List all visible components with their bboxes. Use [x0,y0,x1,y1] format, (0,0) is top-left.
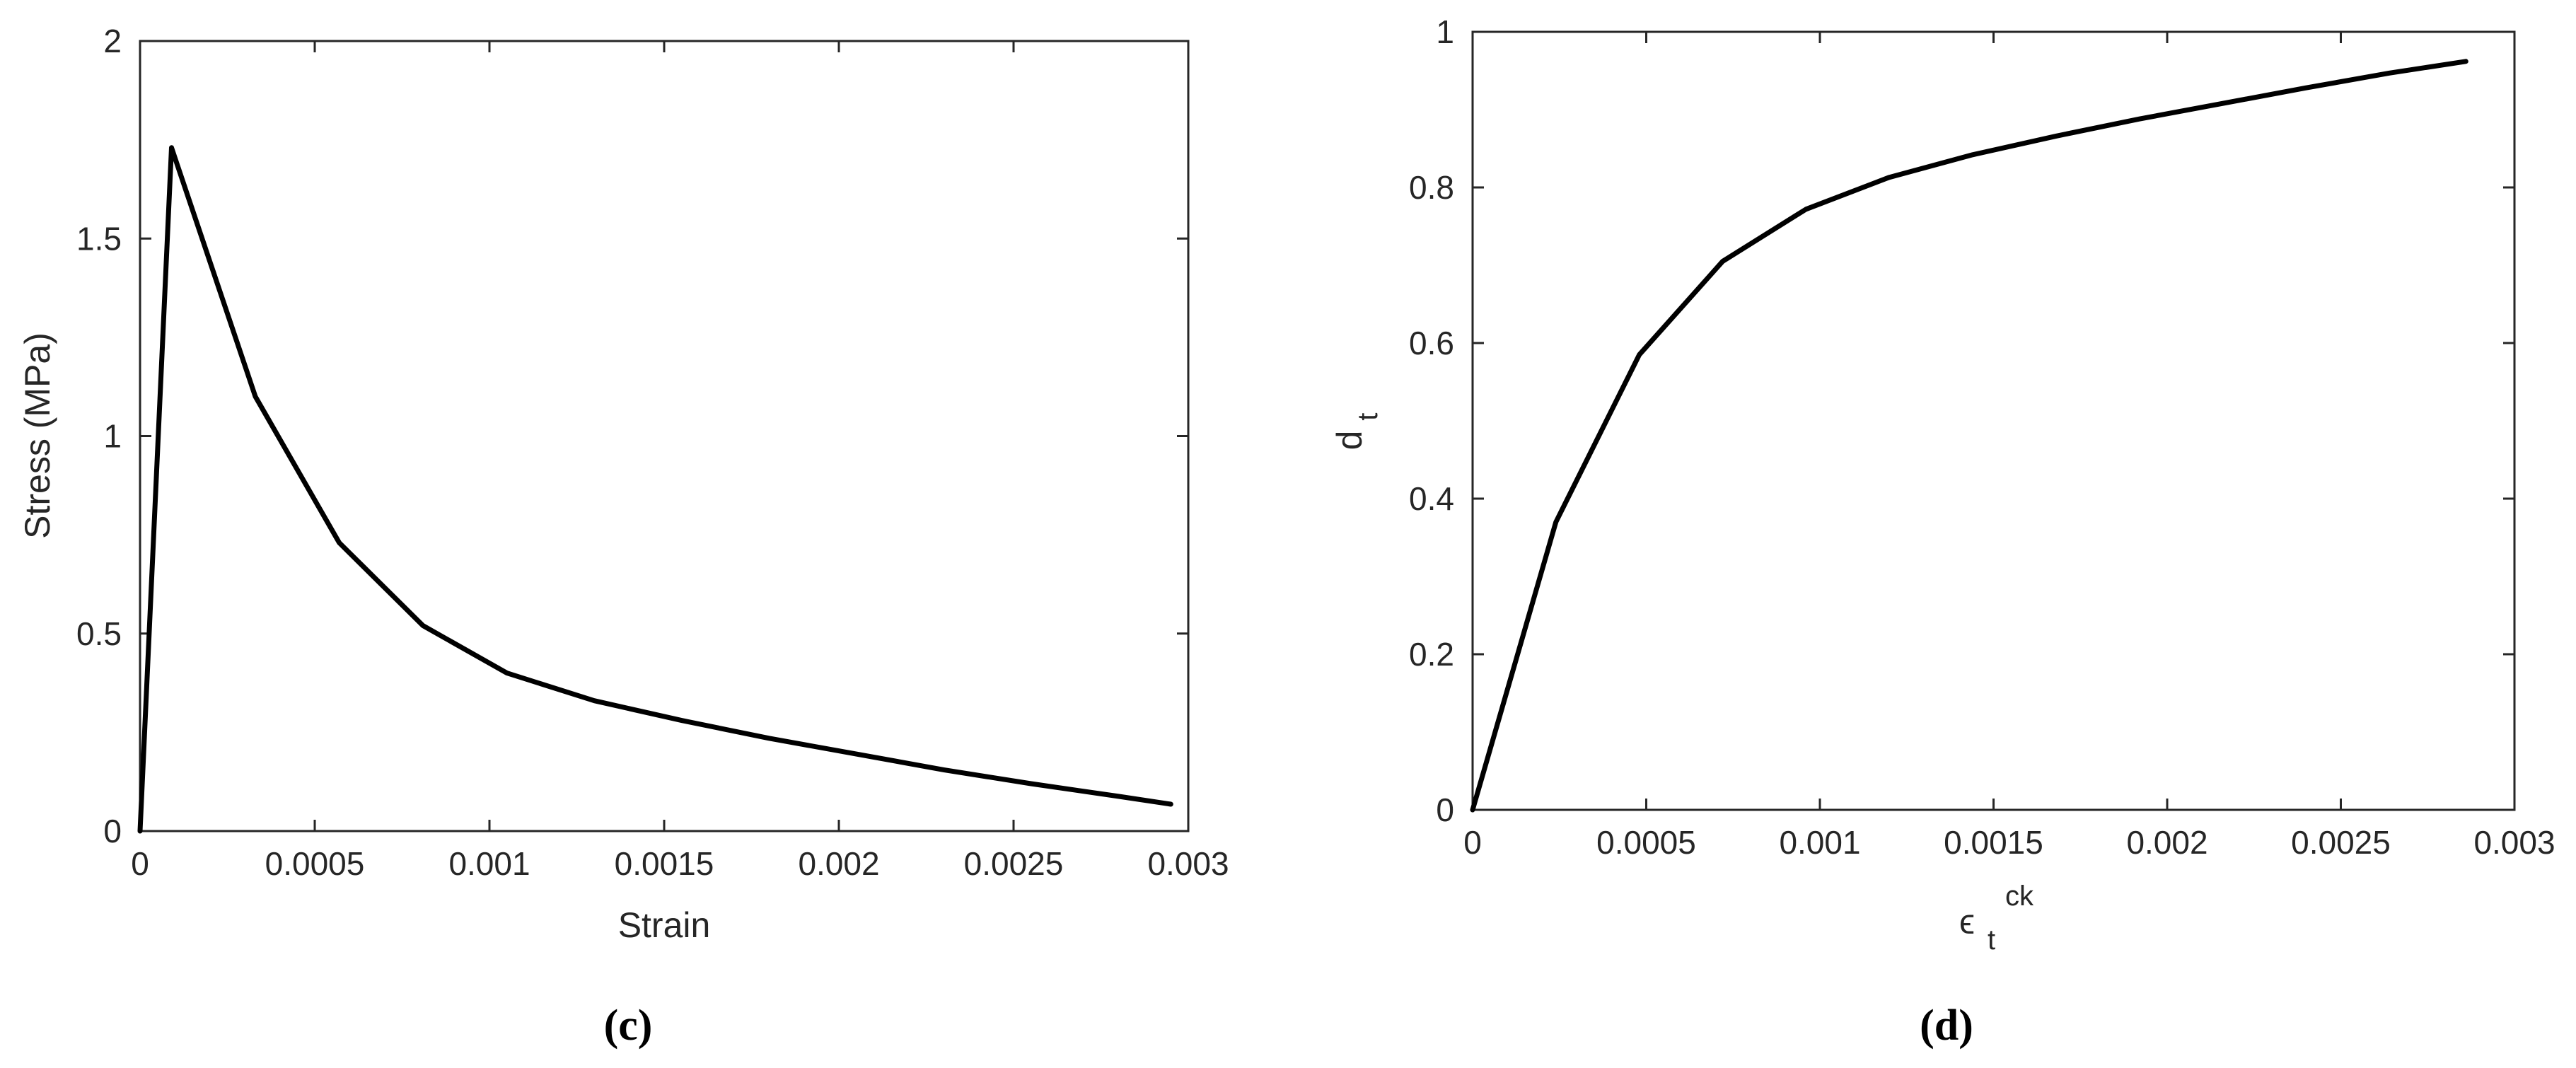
x-tick-labels-c: 0 0.0005 0.001 0.0015 0.002 0.0025 0.003 [131,845,1229,882]
series-line [137,145,1173,834]
y-tick-label: 2 [103,23,122,59]
x-tick-label: 0 [1463,824,1482,861]
y-tick-label: 0.5 [76,615,122,652]
y-tick-label: 0.2 [1409,636,1454,673]
x-axis-label-d-main: ϵ [1959,902,1975,941]
plot-area-d [1471,30,2516,811]
x-tick-label: 0.0025 [2291,824,2391,861]
x-tick-label: 0.001 [1779,824,1860,861]
y-axis-label-d: d t [1330,413,1383,451]
y-axis-label-d-sub: t [1352,413,1383,421]
x-axis-label-c: Strain [618,905,711,945]
y-tick-label: 1 [103,418,122,455]
x-tick-label: 0.0025 [964,845,1064,882]
panel-label-c: (c) [604,1002,653,1050]
tick-marks-d [1471,30,2516,811]
x-tick-label: 0.0015 [1944,824,2043,861]
y-tick-label: 1.5 [76,220,122,257]
tick-marks-c [139,40,1190,832]
panel-label-d: (d) [1920,1002,1973,1050]
y-tick-label: 1 [1436,13,1454,50]
y-tick-label: 0 [103,813,122,849]
x-tick-label: 0.002 [2126,824,2207,861]
x-tick-labels-d: 0 0.0005 0.001 0.0015 0.002 0.0025 0.003 [1463,824,2555,861]
y-tick-labels-c: 0 0.5 1 1.5 2 [76,23,122,849]
y-tick-label: 0.8 [1409,169,1454,206]
plot-area-c [139,40,1190,832]
chart-panel-d: 0 0.0005 0.001 0.0015 0.002 0.0025 0.003 00.20… [1330,13,2555,1050]
y-tick-labels-d: 0 0.2 0.4 0.6 0.8 1 [1409,13,1454,828]
x-tick-label: 0.002 [798,845,879,882]
x-tick-label: 0 [131,845,149,882]
x-tick-label: 0.0015 [615,845,714,882]
series-d [1470,59,2468,813]
y-tick-label: 0.4 [1409,480,1454,517]
y-axis-label-d-main: d [1330,431,1369,451]
x-tick-label: 0.003 [2473,824,2555,861]
y-axis-label-c: Stress (MPa) [18,332,57,539]
x-axis-label-d-sub: t [1988,924,1995,956]
series-line [1470,59,2468,813]
series-c [137,145,1173,834]
x-tick-label: 0.0005 [1596,824,1696,861]
y-tick-label: 0 [1436,791,1454,828]
x-tick-label: 0.0005 [265,845,365,882]
x-axis-label-d-sup: ck [2005,881,2034,912]
x-axis-label-d: ϵ t ck [1959,881,2034,957]
chart-panel-c: 0 0.0005 0.001 0.0015 0.002 0.0025 0.003 0 0.5 1… [18,23,1229,1050]
x-tick-label: 0.003 [1147,845,1229,882]
x-tick-label: 0.001 [448,845,530,882]
y-tick-label: 0.6 [1409,325,1454,361]
